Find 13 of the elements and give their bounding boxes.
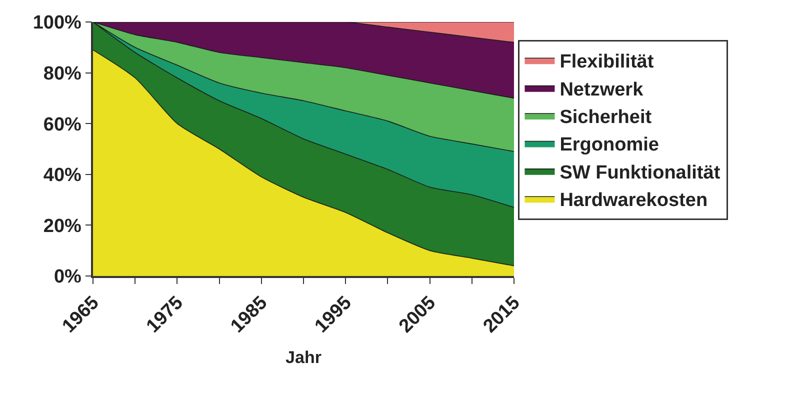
y-tick-label: 100% (32, 12, 82, 34)
y-tick-label: 80% (43, 63, 82, 84)
y-tick-label: 60% (43, 114, 82, 136)
x-axis-title: Jahr (286, 348, 322, 368)
legend-label: Sicherheit (560, 106, 652, 128)
legend-label: Hardwarekosten (560, 190, 708, 212)
y-tick-label: 0% (54, 266, 82, 288)
legend-label: Ergonomie (560, 134, 659, 156)
y-tick-label: 20% (43, 216, 82, 237)
legend-label: Netzwerk (560, 79, 644, 100)
legend-label: SW Funktionalität (560, 162, 721, 184)
legend-label: Flexibilität (560, 52, 654, 73)
y-tick-label: 40% (43, 165, 82, 186)
